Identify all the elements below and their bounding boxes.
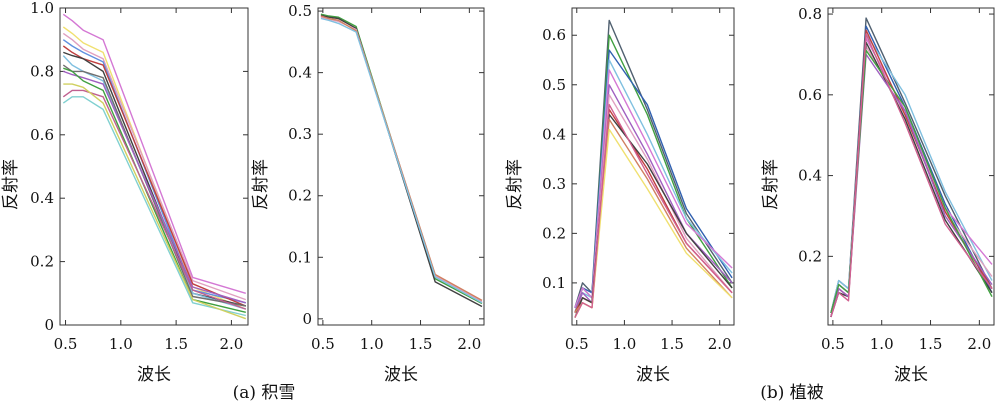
y-tick-label: 0.6 xyxy=(542,26,566,44)
x-tick-label: 1.5 xyxy=(919,335,943,353)
x-tick-label: 0.5 xyxy=(54,335,78,353)
y-tick-label: 0.2 xyxy=(30,253,54,271)
y-tick-label: 0.2 xyxy=(288,187,312,205)
y-tick-label: 0.4 xyxy=(798,167,822,185)
series-line-13 xyxy=(63,83,247,320)
x-tick-label: 1.5 xyxy=(660,335,684,353)
caption-a: (a) 积雪 xyxy=(233,383,296,403)
x-tick-label: 0.5 xyxy=(821,335,845,353)
series-line-2 xyxy=(320,14,483,308)
series-line-3 xyxy=(62,32,247,301)
series-line-1 xyxy=(320,13,483,305)
series-line-3 xyxy=(830,33,993,314)
series-line-1 xyxy=(62,13,247,294)
x-tick-label: 1.0 xyxy=(612,335,636,353)
y-tick-label: 0.3 xyxy=(288,125,312,143)
series-line-3 xyxy=(320,16,483,303)
y-tick-label: 0.8 xyxy=(798,5,822,23)
series-line-9 xyxy=(830,49,993,314)
series-line-10 xyxy=(830,33,993,318)
y-tick-label: 0.2 xyxy=(542,224,566,242)
y-tick-label: 0.1 xyxy=(542,274,566,292)
y-tick-label: 0.1 xyxy=(288,248,312,266)
series-line-6 xyxy=(63,51,246,307)
y-tick-label: 0.4 xyxy=(30,189,54,207)
series-line-12 xyxy=(574,103,733,318)
y-tick-label: 0.3 xyxy=(542,175,566,193)
series-line-5 xyxy=(62,45,247,307)
y-tick-label: 0.5 xyxy=(542,76,566,94)
x-tick-label: 2.0 xyxy=(457,335,481,353)
y-tick-label: 0.8 xyxy=(30,62,54,80)
x-tick-label: 1.5 xyxy=(409,335,433,353)
y-tick-label: 1.0 xyxy=(30,0,54,17)
x-tick-label: 2.0 xyxy=(219,335,243,353)
series-line-4 xyxy=(830,37,993,314)
caption-b: (b) 植被 xyxy=(760,383,824,403)
x-tick-label: 1.0 xyxy=(360,335,384,353)
y-tick-label: 0.6 xyxy=(798,86,822,104)
x-tick-label: 1.0 xyxy=(870,335,894,353)
x-tick-label: 0.5 xyxy=(565,335,589,353)
series-line-10 xyxy=(63,67,246,313)
series-line-5 xyxy=(574,69,733,308)
y-tick-label: 0.4 xyxy=(542,125,566,143)
series-line-4 xyxy=(62,39,246,304)
y-axis-label: 反射率 xyxy=(505,159,525,210)
series-line-2 xyxy=(830,25,993,318)
x-tick-label: 0.5 xyxy=(311,335,335,353)
series-line-9 xyxy=(574,113,733,318)
plot-frame-4 xyxy=(827,7,995,326)
plot-frame-1 xyxy=(59,7,249,326)
y-tick-label: 0 xyxy=(302,310,312,328)
y-axis-label: 反射率 xyxy=(1,159,21,210)
y-axis-label: 反射率 xyxy=(761,159,781,210)
x-axis-label: 波长 xyxy=(636,365,670,385)
y-tick-label: 0.2 xyxy=(798,247,822,265)
y-tick-label: 0.5 xyxy=(288,2,312,20)
x-axis-label: 波长 xyxy=(894,365,928,385)
series-line-7 xyxy=(62,55,246,310)
series-line-12 xyxy=(62,96,246,317)
series-line-6 xyxy=(830,29,993,318)
x-tick-label: 2.0 xyxy=(708,335,732,353)
y-tick-label: 0 xyxy=(44,316,54,334)
series-line-1 xyxy=(830,17,993,314)
x-axis-label: 波长 xyxy=(137,365,171,385)
y-tick-label: 0.4 xyxy=(288,64,312,82)
series-line-9 xyxy=(63,70,246,304)
series-line-3 xyxy=(574,49,733,308)
y-axis-label: 反射率 xyxy=(251,159,271,210)
series-line-5 xyxy=(320,17,483,304)
plot-frame-3 xyxy=(571,7,735,326)
series-line-2 xyxy=(62,26,247,310)
series-line-1 xyxy=(574,19,733,308)
series-line-11 xyxy=(62,89,247,310)
plot-frame-2 xyxy=(317,7,485,326)
x-axis-label: 波长 xyxy=(384,365,418,385)
y-tick-label: 0.6 xyxy=(30,126,54,144)
series-line-4 xyxy=(320,15,483,302)
x-tick-label: 1.0 xyxy=(109,335,133,353)
x-tick-label: 2.0 xyxy=(967,335,991,353)
x-tick-label: 1.5 xyxy=(164,335,188,353)
